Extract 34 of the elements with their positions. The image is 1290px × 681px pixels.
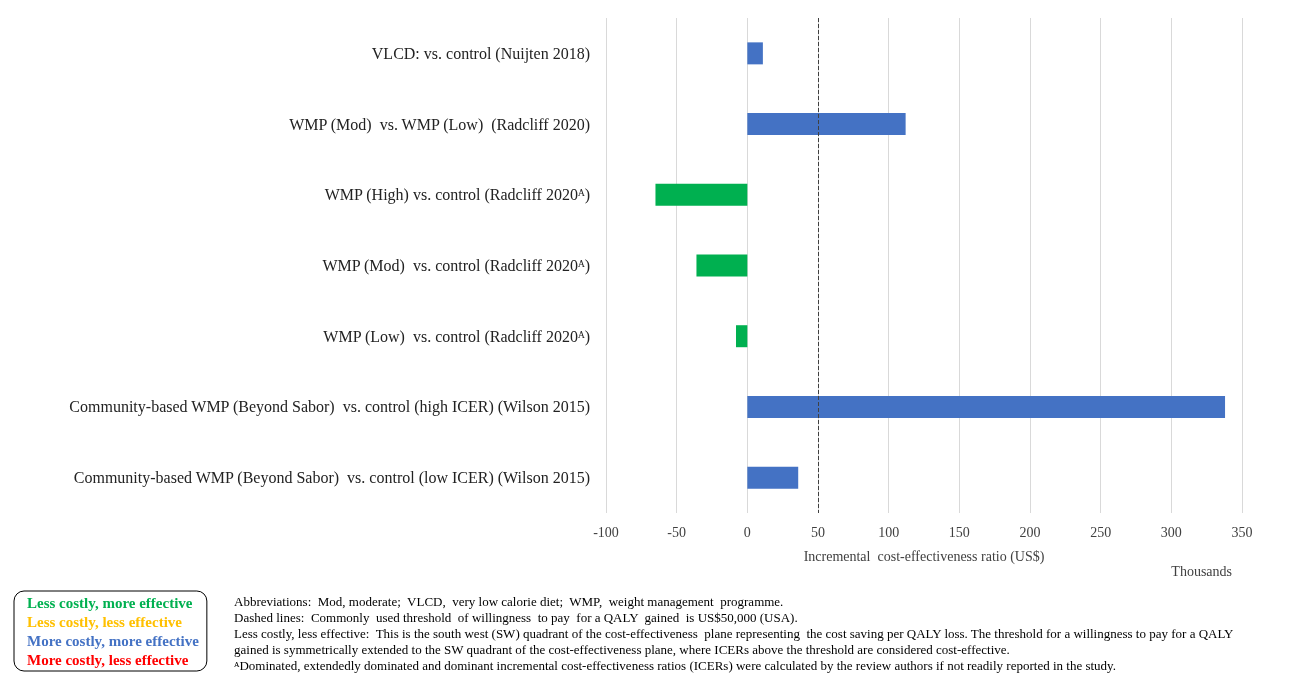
x-tick-label: 150 [948, 524, 970, 540]
y-tick-label: WMP (Mod) vs. WMP (Low) (Radcliff 2020) [289, 115, 590, 134]
text: Abbreviations: Mod, moderate; VLCD, very low calorie diet; WMP, weight management programme. [234, 593, 784, 609]
x-tick-label: 0 [743, 524, 751, 540]
text: Less costly, less effective: This is the south west (SW) quadrant of the cost-effectiveness plane representing the cost saving per QALY loss. The threshold for a willingness to pay for a QALY gained is symmetrically extended to the SW quadrant of the cost-effectiveness plane, where ICERs above the threshold are considered cost-effective. [234, 625, 1237, 657]
x-tick-label: 100 [878, 524, 900, 540]
bar [747, 466, 799, 489]
text: ᴬDominated, extendedly dominated and dominant incremental cost-effectiveness ratios (ICERs) were calculated by the review authors if not readily reported in the study. [234, 657, 1116, 673]
text: More costly, more effective [27, 632, 200, 649]
bar [747, 395, 1226, 418]
bar [747, 42, 763, 65]
bar [696, 254, 748, 277]
x-tick-label: 250 [1090, 524, 1112, 540]
y-tick-label: Community-based WMP (Beyond Sabor) vs. control (low ICER) (Wilson 2015) [73, 469, 590, 488]
x-tick-label: 50 [811, 524, 825, 540]
bar [655, 183, 748, 206]
x-tick-label: -50 [667, 524, 686, 540]
x-tick-label: 300 [1160, 524, 1182, 540]
x-axis-title: Incremental cost-effectiveness ratio (US$) [803, 548, 1045, 565]
text: Dashed lines: Commonly used threshold of willingness to pay for a QALY gained is US$50,000 (USA). [234, 609, 798, 625]
bar [736, 325, 748, 348]
x-tick-label: -100 [593, 524, 619, 540]
y-tick-label: WMP (Mod) vs. control (Radcliff 2020ᴬ) [322, 257, 590, 275]
x-tick-label: 200 [1019, 524, 1041, 540]
y-tick-label: Community-based WMP (Beyond Sabor) vs. control (high ICER) (Wilson 2015) [69, 398, 590, 417]
bar [747, 113, 906, 136]
y-tick-label: WMP (Low) vs. control (Radcliff 2020ᴬ) [323, 327, 590, 346]
y-tick-label: WMP (High) vs. control (Radcliff 2020ᴬ) [324, 186, 590, 205]
text: Thousands [1171, 563, 1233, 579]
y-tick-label: VLCD: vs. control (Nuijten 2018) [371, 44, 590, 63]
x-tick-label: 350 [1231, 524, 1253, 540]
legend-label: More costly, less effective [27, 651, 189, 668]
legend-label: Less costly, less effective [27, 613, 183, 630]
text: Less costly, more effective [27, 594, 193, 611]
